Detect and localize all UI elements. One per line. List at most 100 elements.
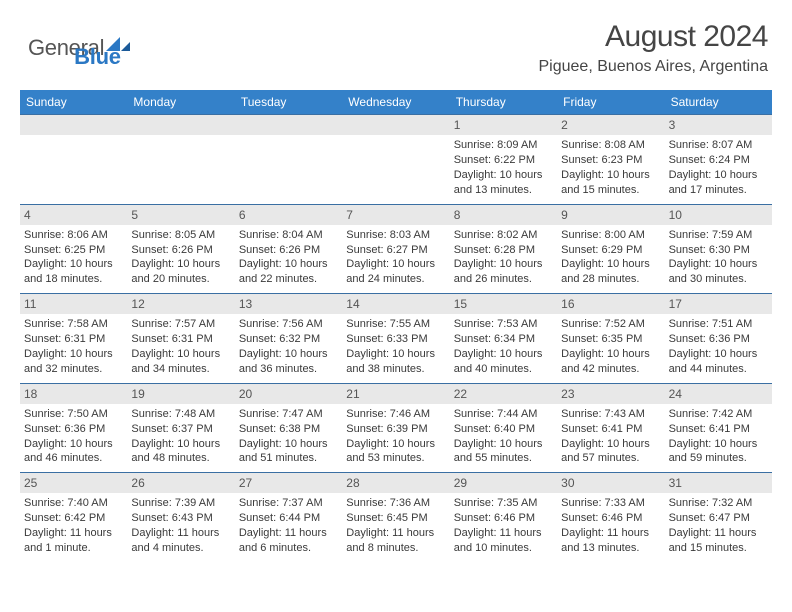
day-number: 21 [342, 384, 449, 404]
day-number: 13 [235, 294, 342, 314]
month-title: August 2024 [539, 20, 769, 54]
daylight-text: Daylight: 10 hours and 20 minutes. [131, 257, 230, 287]
sunrise-text: Sunrise: 7:51 AM [669, 317, 768, 332]
sunset-text: Sunset: 6:23 PM [561, 153, 660, 168]
calendar-cell: 1Sunrise: 8:09 AMSunset: 6:22 PMDaylight… [450, 114, 557, 204]
calendar-cell: 27Sunrise: 7:37 AMSunset: 6:44 PMDayligh… [235, 472, 342, 562]
calendar-cell: 8Sunrise: 8:02 AMSunset: 6:28 PMDaylight… [450, 204, 557, 294]
sunrise-text: Sunrise: 8:00 AM [561, 228, 660, 243]
day-number: . [127, 115, 234, 135]
daylight-text: Daylight: 10 hours and 13 minutes. [454, 168, 553, 198]
day-header: Friday [557, 90, 664, 114]
day-number: 22 [450, 384, 557, 404]
daylight-text: Daylight: 10 hours and 42 minutes. [561, 347, 660, 377]
daylight-text: Daylight: 10 hours and 17 minutes. [669, 168, 768, 198]
sunset-text: Sunset: 6:40 PM [454, 422, 553, 437]
sunset-text: Sunset: 6:41 PM [669, 422, 768, 437]
sunrise-text: Sunrise: 8:04 AM [239, 228, 338, 243]
daylight-text: Daylight: 11 hours and 15 minutes. [669, 526, 768, 556]
sunset-text: Sunset: 6:25 PM [24, 243, 123, 258]
sunset-text: Sunset: 6:36 PM [24, 422, 123, 437]
day-header: Thursday [450, 90, 557, 114]
day-number: . [20, 115, 127, 135]
sunrise-text: Sunrise: 7:57 AM [131, 317, 230, 332]
day-number: 3 [665, 115, 772, 135]
sunset-text: Sunset: 6:26 PM [239, 243, 338, 258]
calendar-cell: 15Sunrise: 7:53 AMSunset: 6:34 PMDayligh… [450, 293, 557, 383]
calendar-cell: . [20, 114, 127, 204]
calendar-cell: 19Sunrise: 7:48 AMSunset: 6:37 PMDayligh… [127, 383, 234, 473]
sunrise-text: Sunrise: 7:39 AM [131, 496, 230, 511]
sunset-text: Sunset: 6:37 PM [131, 422, 230, 437]
sunrise-text: Sunrise: 7:36 AM [346, 496, 445, 511]
daylight-text: Daylight: 10 hours and 48 minutes. [131, 437, 230, 467]
sunrise-text: Sunrise: 7:56 AM [239, 317, 338, 332]
sunset-text: Sunset: 6:46 PM [454, 511, 553, 526]
sunset-text: Sunset: 6:46 PM [561, 511, 660, 526]
calendar-cell: . [127, 114, 234, 204]
calendar-cell: 5Sunrise: 8:05 AMSunset: 6:26 PMDaylight… [127, 204, 234, 294]
day-number: 15 [450, 294, 557, 314]
calendar-cell: 28Sunrise: 7:36 AMSunset: 6:45 PMDayligh… [342, 472, 449, 562]
day-header: Wednesday [342, 90, 449, 114]
day-number: 6 [235, 205, 342, 225]
daylight-text: Daylight: 10 hours and 15 minutes. [561, 168, 660, 198]
calendar-cell: 24Sunrise: 7:42 AMSunset: 6:41 PMDayligh… [665, 383, 772, 473]
day-number: 20 [235, 384, 342, 404]
daylight-text: Daylight: 10 hours and 32 minutes. [24, 347, 123, 377]
calendar-cell: 29Sunrise: 7:35 AMSunset: 6:46 PMDayligh… [450, 472, 557, 562]
sunrise-text: Sunrise: 7:47 AM [239, 407, 338, 422]
calendar-cell: 10Sunrise: 7:59 AMSunset: 6:30 PMDayligh… [665, 204, 772, 294]
calendar-cell: 7Sunrise: 8:03 AMSunset: 6:27 PMDaylight… [342, 204, 449, 294]
sunrise-text: Sunrise: 7:42 AM [669, 407, 768, 422]
calendar-cell: 3Sunrise: 8:07 AMSunset: 6:24 PMDaylight… [665, 114, 772, 204]
daylight-text: Daylight: 10 hours and 22 minutes. [239, 257, 338, 287]
day-number: 30 [557, 473, 664, 493]
calendar-cell: 13Sunrise: 7:56 AMSunset: 6:32 PMDayligh… [235, 293, 342, 383]
daylight-text: Daylight: 10 hours and 34 minutes. [131, 347, 230, 377]
calendar-cell: 18Sunrise: 7:50 AMSunset: 6:36 PMDayligh… [20, 383, 127, 473]
daylight-text: Daylight: 10 hours and 18 minutes. [24, 257, 123, 287]
calendar-cell: 4 Sunrise: 8:06 AMSunset: 6:25 PMDaylight… [20, 204, 127, 294]
sunrise-text: Sunrise: 7:43 AM [561, 407, 660, 422]
day-number: 4 [20, 205, 127, 225]
daylight-text: Daylight: 11 hours and 1 minute. [24, 526, 123, 556]
location-subtitle: Piguee, Buenos Aires, Argentina [539, 58, 769, 76]
calendar-cell: 25Sunrise: 7:40 AMSunset: 6:42 PMDayligh… [20, 472, 127, 562]
daylight-text: Daylight: 10 hours and 36 minutes. [239, 347, 338, 377]
daylight-text: Daylight: 10 hours and 44 minutes. [669, 347, 768, 377]
sunset-text: Sunset: 6:24 PM [669, 153, 768, 168]
sunrise-text: Sunrise: 8:08 AM [561, 138, 660, 153]
day-number: 18 [20, 384, 127, 404]
daylight-text: Daylight: 10 hours and 28 minutes. [561, 257, 660, 287]
sunset-text: Sunset: 6:26 PM [131, 243, 230, 258]
title-block: August 2024 Piguee, Buenos Aires, Argent… [539, 20, 769, 76]
sunrise-text: Sunrise: 7:59 AM [669, 228, 768, 243]
day-number: 5 [127, 205, 234, 225]
day-number: 9 [557, 205, 664, 225]
daylight-text: Daylight: 11 hours and 6 minutes. [239, 526, 338, 556]
day-number: 28 [342, 473, 449, 493]
calendar-cell: 31Sunrise: 7:32 AMSunset: 6:47 PMDayligh… [665, 472, 772, 562]
sunset-text: Sunset: 6:29 PM [561, 243, 660, 258]
day-number: . [235, 115, 342, 135]
day-number: 8 [450, 205, 557, 225]
sunrise-text: Sunrise: 7:52 AM [561, 317, 660, 332]
calendar-cell: 20Sunrise: 7:47 AMSunset: 6:38 PMDayligh… [235, 383, 342, 473]
sunrise-text: Sunrise: 7:48 AM [131, 407, 230, 422]
day-number: 26 [127, 473, 234, 493]
daylight-text: Daylight: 10 hours and 53 minutes. [346, 437, 445, 467]
sunset-text: Sunset: 6:31 PM [131, 332, 230, 347]
sunset-text: Sunset: 6:30 PM [669, 243, 768, 258]
daylight-text: Daylight: 10 hours and 57 minutes. [561, 437, 660, 467]
sunset-text: Sunset: 6:31 PM [24, 332, 123, 347]
calendar-cell: . [235, 114, 342, 204]
day-number: 2 [557, 115, 664, 135]
daylight-text: Daylight: 11 hours and 8 minutes. [346, 526, 445, 556]
sunrise-text: Sunrise: 7:44 AM [454, 407, 553, 422]
sunrise-text: Sunrise: 8:06 AM [24, 228, 123, 243]
daylight-text: Daylight: 10 hours and 46 minutes. [24, 437, 123, 467]
calendar-cell: . [342, 114, 449, 204]
calendar-cell: 6 Sunrise: 8:04 AMSunset: 6:26 PMDaylight… [235, 204, 342, 294]
sunset-text: Sunset: 6:42 PM [24, 511, 123, 526]
